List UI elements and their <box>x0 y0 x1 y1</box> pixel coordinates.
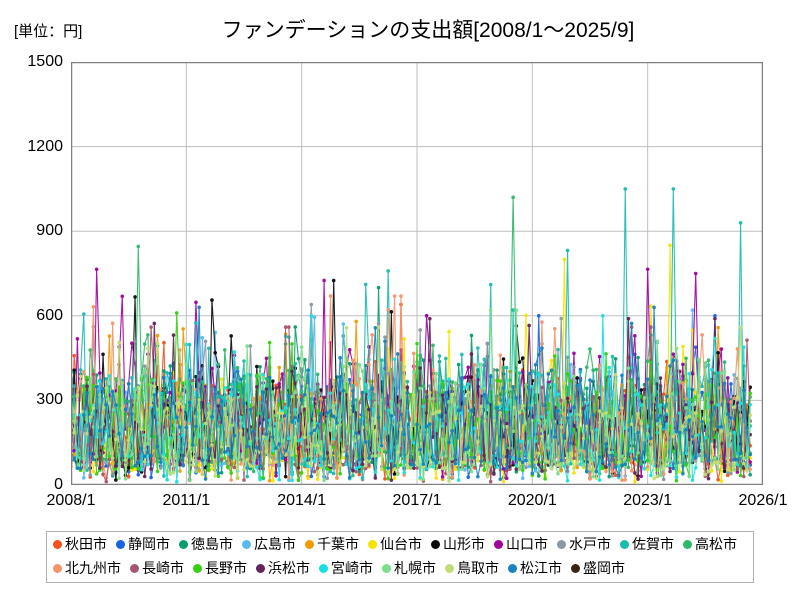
legend-label: 山口市 <box>506 536 548 552</box>
legend-marker-icon <box>508 563 517 573</box>
x-tick-2008-1: 2008/1 <box>46 492 96 509</box>
legend-label: 千葉市 <box>317 536 359 552</box>
y-tick-0: 0 <box>54 476 63 493</box>
y-tick-1500: 1500 <box>27 53 63 70</box>
chart-canvas <box>71 62 763 485</box>
legend-item-佐賀市[interactable]: 佐賀市 <box>620 537 674 551</box>
legend-item-松江市[interactable]: 松江市 <box>508 561 562 575</box>
legend-marker-icon <box>319 563 328 573</box>
y-tick-900: 900 <box>36 222 63 240</box>
legend-row-1: 秋田市 静岡市 徳島市 広島市 千葉市 仙台市 山形市 山口市 水戸市 佐賀市 高松市 <box>47 532 753 556</box>
x-tick-2011-1: 2011/1 <box>162 492 211 509</box>
legend-item-宮崎市[interactable]: 宮崎市 <box>319 561 373 575</box>
legend-marker-icon <box>571 563 580 573</box>
legend-marker-icon <box>620 539 629 549</box>
legend-label: 仙台市 <box>380 536 422 552</box>
legend-marker-icon <box>431 539 440 549</box>
legend-marker-icon <box>368 539 377 549</box>
chart-title: ファンデーションの支出額[2008/1〜2025/9] <box>221 19 635 42</box>
legend-marker-icon <box>193 563 202 573</box>
legend-label: 山形市 <box>443 536 485 552</box>
legend-item-高松市[interactable]: 高松市 <box>683 537 737 551</box>
legend-label: 高松市 <box>695 536 737 552</box>
legend-marker-icon <box>445 563 454 573</box>
y-tick-1200: 1200 <box>27 137 63 155</box>
legend-marker-icon <box>382 563 391 573</box>
y-tick-600: 600 <box>36 306 63 324</box>
legend-label: 浜松市 <box>268 560 310 576</box>
legend-label: 長野市 <box>205 560 247 576</box>
x-tick-2020-1: 2020/1 <box>507 492 557 509</box>
unit-label: [単位：円] <box>14 23 83 40</box>
legend-item-静岡市[interactable]: 静岡市 <box>116 537 170 551</box>
legend-item-秋田市[interactable]: 秋田市 <box>53 537 107 551</box>
legend-item-徳島市[interactable]: 徳島市 <box>179 537 233 551</box>
legend-item-札幌市[interactable]: 札幌市 <box>382 561 436 575</box>
legend-item-長野市[interactable]: 長野市 <box>193 561 247 575</box>
legend-item-山口市[interactable]: 山口市 <box>494 537 548 551</box>
legend-item-浜松市[interactable]: 浜松市 <box>256 561 310 575</box>
legend-label: 長崎市 <box>142 560 184 576</box>
legend-label: 札幌市 <box>394 560 436 576</box>
legend-item-水戸市[interactable]: 水戸市 <box>557 537 611 551</box>
legend-marker-icon <box>683 539 692 549</box>
legend-marker-icon <box>256 563 265 573</box>
legend: 秋田市 静岡市 徳島市 広島市 千葉市 仙台市 山形市 山口市 水戸市 佐賀市 高松市 北九州市 長崎… <box>46 531 754 583</box>
legend-label: 秋田市 <box>65 536 107 552</box>
legend-label: 宮崎市 <box>331 560 373 576</box>
legend-item-北九州市[interactable]: 北九州市 <box>53 561 121 575</box>
legend-marker-icon <box>179 539 188 549</box>
x-tick-2014-1: 2014/1 <box>277 492 327 509</box>
series-鳥取市 <box>71 325 752 483</box>
legend-marker-icon <box>53 539 62 549</box>
plot-area <box>71 62 763 485</box>
y-tick-300: 300 <box>36 391 63 409</box>
legend-item-千葉市[interactable]: 千葉市 <box>305 537 359 551</box>
series-松江市 <box>71 305 752 482</box>
legend-label: 徳島市 <box>191 536 233 552</box>
legend-item-広島市[interactable]: 広島市 <box>242 537 296 551</box>
legend-marker-icon <box>242 539 251 549</box>
legend-item-長崎市[interactable]: 長崎市 <box>130 561 184 575</box>
x-tick-2026-1: 2026/1 <box>738 492 788 509</box>
legend-label: 佐賀市 <box>632 536 674 552</box>
x-tick-2023-1: 2023/1 <box>623 492 673 509</box>
legend-label: 静岡市 <box>128 536 170 552</box>
legend-label: 水戸市 <box>569 536 611 552</box>
legend-marker-icon <box>494 539 503 549</box>
legend-row-2: 北九州市 長崎市 長野市 浜松市 宮崎市 札幌市 鳥取市 松江市 盛岡市 <box>47 556 753 580</box>
legend-marker-icon <box>557 539 566 549</box>
legend-item-山形市[interactable]: 山形市 <box>431 537 485 551</box>
legend-label: 広島市 <box>254 536 296 552</box>
legend-item-盛岡市[interactable]: 盛岡市 <box>571 561 625 575</box>
legend-item-鳥取市[interactable]: 鳥取市 <box>445 561 499 575</box>
x-tick-2017-1: 2017/1 <box>392 492 442 509</box>
legend-marker-icon <box>53 563 62 573</box>
legend-label: 鳥取市 <box>457 560 499 576</box>
legend-item-仙台市[interactable]: 仙台市 <box>368 537 422 551</box>
legend-label: 北九州市 <box>65 560 121 576</box>
legend-label: 松江市 <box>520 560 562 576</box>
legend-marker-icon <box>116 539 125 549</box>
legend-marker-icon <box>305 539 314 549</box>
legend-label: 盛岡市 <box>583 560 625 576</box>
legend-marker-icon <box>130 563 139 573</box>
